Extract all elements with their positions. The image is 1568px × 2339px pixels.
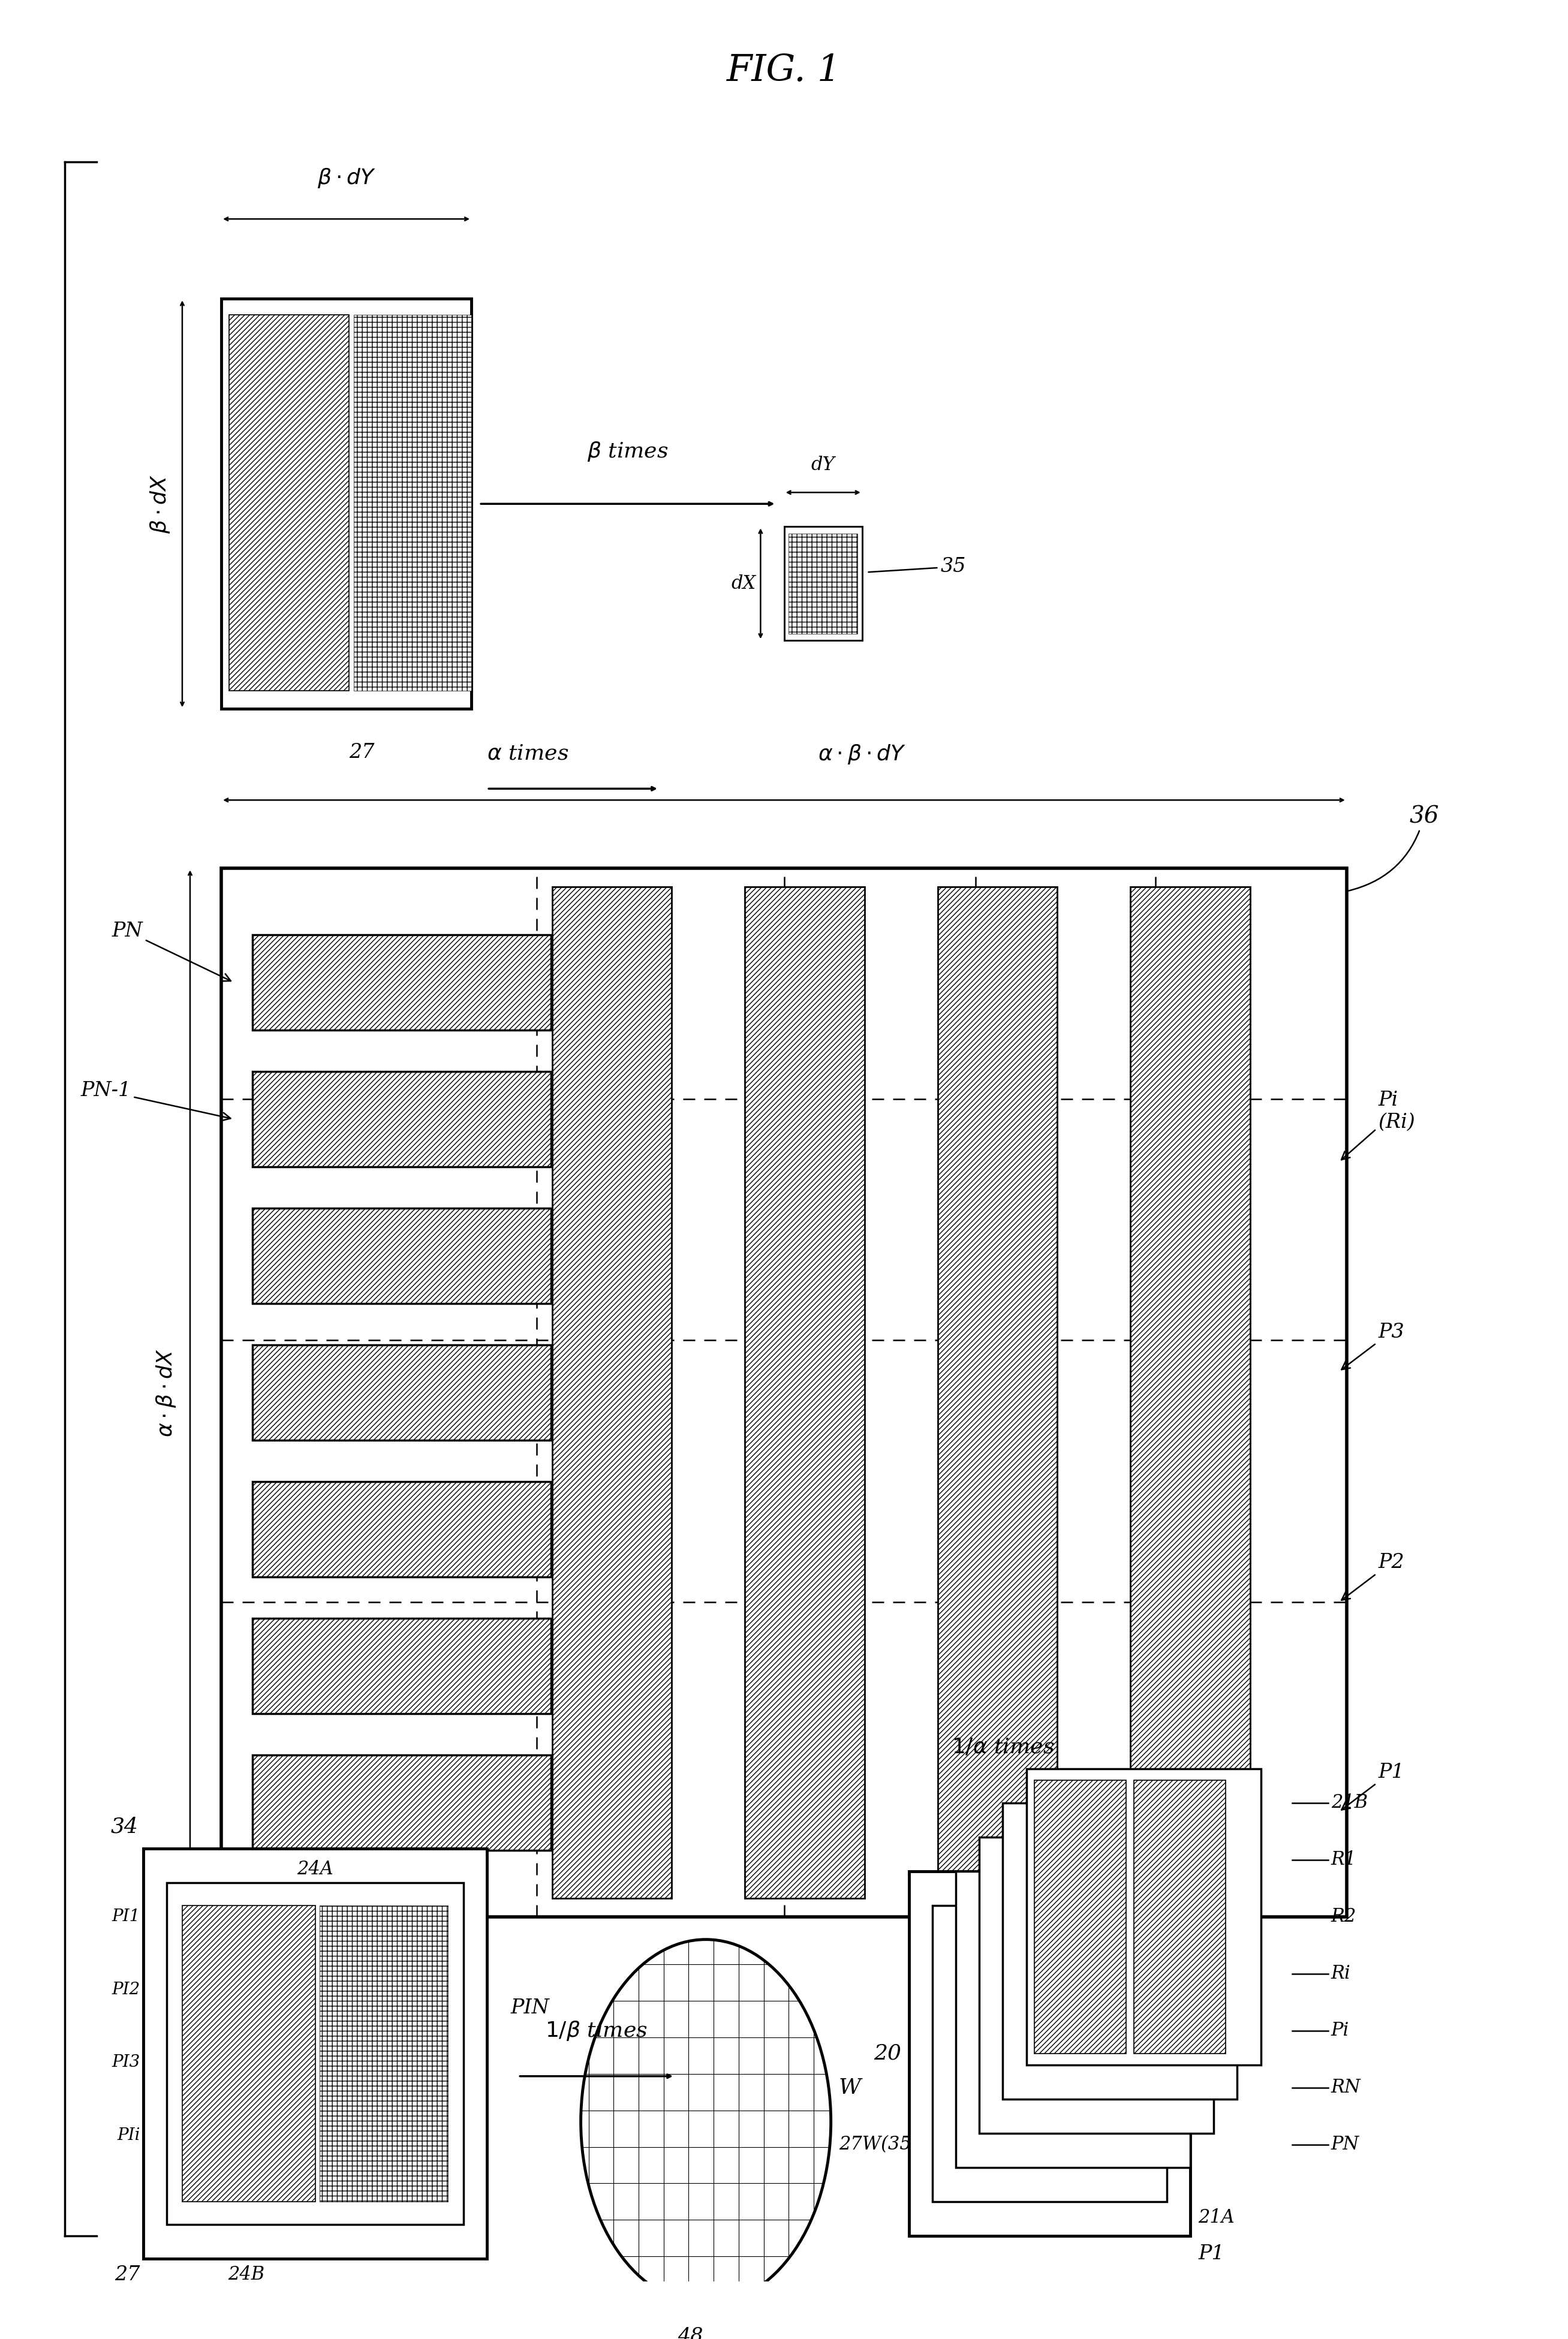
Text: $1/\alpha$ times: $1/\alpha$ times <box>952 1738 1054 1757</box>
Bar <box>221 868 1347 1916</box>
Bar <box>252 1207 550 1303</box>
Text: 24B: 24B <box>227 2266 265 2283</box>
Text: 27W(35): 27W(35) <box>839 2136 919 2154</box>
Text: dX: dX <box>731 575 756 592</box>
Text: $\beta \cdot dY$: $\beta \cdot dY$ <box>317 166 376 189</box>
Bar <box>252 936 550 1029</box>
Bar <box>552 886 671 1899</box>
Text: 35: 35 <box>869 557 966 575</box>
Bar <box>252 1481 550 1576</box>
Bar <box>784 526 862 641</box>
Text: 21A: 21A <box>1198 2208 1234 2227</box>
Bar <box>745 886 864 1899</box>
Text: PN: PN <box>1331 2136 1359 2154</box>
Bar <box>182 1906 315 2201</box>
Bar <box>320 1906 448 2201</box>
Text: P2: P2 <box>1342 1553 1405 1600</box>
Text: PI3: PI3 <box>111 2054 140 2070</box>
Bar <box>1027 1768 1261 2065</box>
Text: $\beta$ times: $\beta$ times <box>586 440 668 463</box>
Text: $\beta \cdot dX$: $\beta \cdot dX$ <box>149 475 171 533</box>
Text: 24A: 24A <box>296 1860 334 1878</box>
Bar <box>1134 1780 1226 2054</box>
Text: Pi: Pi <box>1331 2021 1348 2040</box>
Text: 48: 48 <box>677 2327 702 2339</box>
Text: Ri: Ri <box>1331 1965 1350 1983</box>
Text: PI1: PI1 <box>111 1909 140 1925</box>
Bar <box>221 299 472 709</box>
Bar <box>956 1871 1190 2168</box>
Bar <box>909 1871 1190 2236</box>
Text: $\alpha \cdot \beta \cdot dX$: $\alpha \cdot \beta \cdot dX$ <box>155 1347 177 1436</box>
Bar <box>938 886 1057 1899</box>
Text: P3: P3 <box>1342 1322 1405 1371</box>
Bar <box>1004 1803 1237 2098</box>
Text: W: W <box>839 2077 861 2098</box>
Bar <box>252 1071 550 1167</box>
Text: R1: R1 <box>1331 1850 1356 1869</box>
Bar <box>252 1345 550 1441</box>
Text: 36: 36 <box>1348 805 1439 891</box>
Text: RN: RN <box>1331 2079 1361 2096</box>
Bar <box>229 316 350 690</box>
Bar <box>933 1906 1167 2201</box>
Bar <box>166 1883 464 2224</box>
Text: PN: PN <box>111 922 230 980</box>
Text: P1: P1 <box>1198 2245 1225 2264</box>
Text: PIi: PIi <box>118 2128 140 2143</box>
Text: R2: R2 <box>1331 1906 1356 1925</box>
Bar <box>143 1848 488 2259</box>
Text: 34: 34 <box>111 1817 138 1836</box>
Bar <box>252 1619 550 1714</box>
Text: 20: 20 <box>873 2044 902 2063</box>
Bar <box>789 533 858 634</box>
Text: $\alpha$ times: $\alpha$ times <box>488 744 569 763</box>
Text: $\alpha \cdot \beta \cdot dY$: $\alpha \cdot \beta \cdot dY$ <box>818 744 906 765</box>
Text: 27: 27 <box>350 744 375 763</box>
Text: P1: P1 <box>1342 1764 1405 1810</box>
Text: $1/\beta$ times: $1/\beta$ times <box>546 2019 648 2042</box>
Text: 27: 27 <box>114 2266 140 2285</box>
Bar <box>1131 886 1250 1899</box>
Text: FIG. 1: FIG. 1 <box>728 54 840 89</box>
Text: dY: dY <box>811 456 834 475</box>
Bar <box>252 1754 550 1850</box>
Bar <box>1033 1780 1126 2054</box>
Text: PI2: PI2 <box>111 1981 140 1998</box>
Bar <box>354 316 472 690</box>
Text: PN-1: PN-1 <box>80 1081 230 1120</box>
Text: 21B: 21B <box>1331 1794 1367 1813</box>
Text: PIN: PIN <box>511 1998 549 2019</box>
Text: Pi
(Ri): Pi (Ri) <box>1341 1090 1414 1160</box>
Bar <box>980 1836 1214 2133</box>
